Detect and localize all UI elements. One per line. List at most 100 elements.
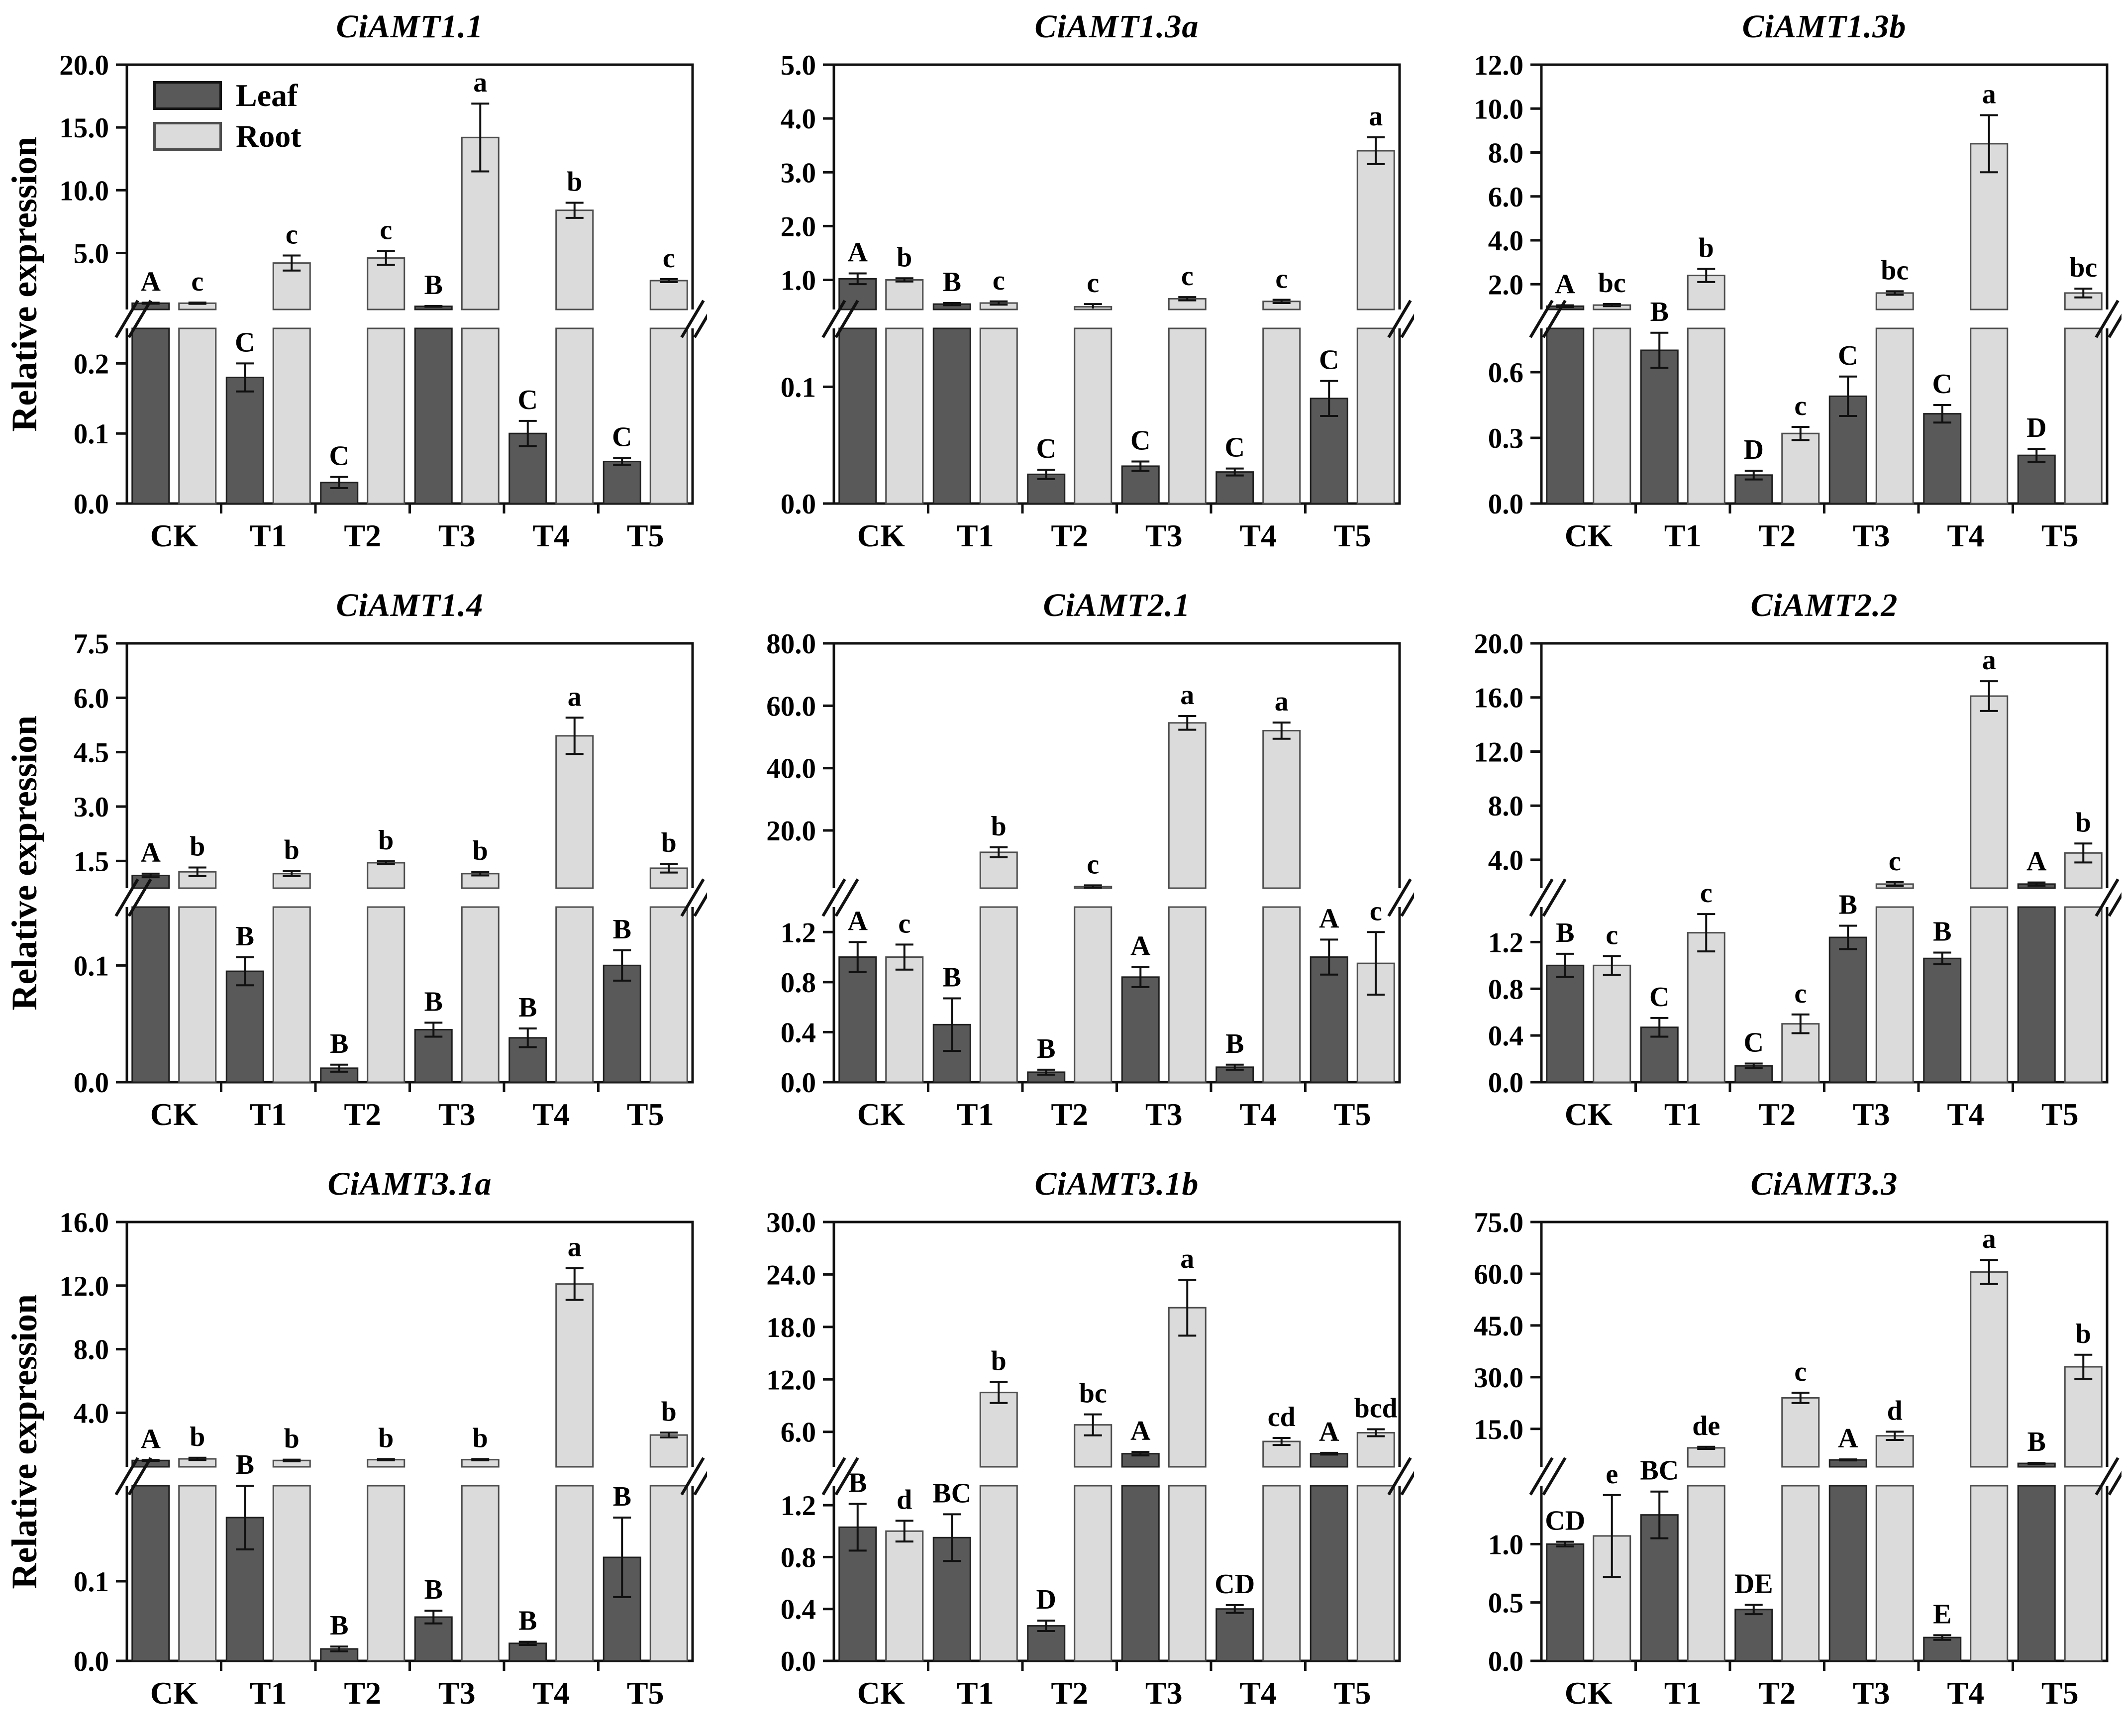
root-bar-lower-T1 bbox=[1687, 327, 1725, 505]
axis-break-slash bbox=[1400, 313, 1414, 338]
panel-ciamt3-3: CiAMT3.3 15.0 30.0 45.0 60.0 75.0 0.0 0.5 1.0 CK… bbox=[1415, 1157, 2122, 1736]
chart-canvas: 2.0 4.0 6.0 8.0 10.0 12.0 0.0 0.3 0.6 CK T1 T2 T3 T4 T… bbox=[1474, 50, 2122, 553]
chart-canvas: 1.0 2.0 3.0 4.0 5.0 0.0 0.1 CK T1 T2 T3 T4 T5 A B C C C Cb… bbox=[781, 50, 1414, 553]
root-bar-lower-T1 bbox=[979, 1485, 1018, 1662]
chart-canvas: 4.0 8.0 12.0 16.0 20.0 0.0 0.4 0.8 1.2 CK T1 T2 T3 T4… bbox=[1474, 628, 2122, 1132]
plot-box bbox=[1540, 642, 2109, 1084]
x-tick-label: T1 bbox=[250, 1097, 287, 1132]
x-tick-label: T3 bbox=[1853, 1675, 1890, 1711]
sig-letter: B bbox=[1037, 1033, 1055, 1064]
leaf-bar-CK bbox=[1546, 1543, 1585, 1662]
axis-break-band bbox=[1540, 1467, 2109, 1486]
sig-letter: B bbox=[424, 1574, 443, 1605]
x-tick-label: T5 bbox=[627, 1097, 664, 1132]
sig-letter: A bbox=[2026, 846, 2047, 877]
root-bar-upper-T3 bbox=[1875, 1435, 1914, 1468]
root-bar-upper-T2 bbox=[367, 862, 405, 889]
y-tick-label: 0.1 bbox=[781, 372, 816, 403]
y-tick-label: 10.0 bbox=[59, 175, 109, 206]
sig-letter: b bbox=[473, 1423, 488, 1453]
panel-title: CiAMT3.3 bbox=[1750, 1166, 1898, 1202]
leaf-bar-T4 bbox=[508, 1642, 547, 1662]
panel-title: CiAMT3.1b bbox=[1034, 1166, 1199, 1202]
root-bar-CK bbox=[885, 956, 924, 1083]
y-tick-label: 4.0 bbox=[1488, 845, 1523, 876]
y-tick-label: 16.0 bbox=[1474, 683, 1523, 714]
axis-break-slash bbox=[834, 878, 859, 917]
plot-box bbox=[832, 642, 1401, 1084]
x-tick-label: T1 bbox=[957, 1675, 994, 1711]
sig-letter: C bbox=[518, 385, 538, 415]
root-bar-upper-T1 bbox=[979, 1392, 1018, 1468]
x-tick-label: CK bbox=[150, 1675, 198, 1711]
sig-letter: A bbox=[848, 906, 868, 936]
leaf-bar-T1 bbox=[225, 377, 264, 505]
sig-letter: CD bbox=[1545, 1506, 1585, 1536]
root-bar-lower-T5 bbox=[2064, 1485, 2103, 1662]
sig-letter: b bbox=[2076, 1319, 2091, 1349]
panel-title: CiAMT2.1 bbox=[1043, 587, 1191, 623]
axis-break-slash bbox=[821, 300, 846, 338]
axis-break-slash bbox=[1400, 1471, 1414, 1496]
sig-letter: b bbox=[661, 1396, 677, 1427]
sig-letter: B bbox=[236, 921, 254, 952]
x-tick-label: CK bbox=[1565, 1675, 1613, 1711]
root-bar-lower-T5 bbox=[649, 906, 688, 1083]
chart-canvas: 1.5 3.0 4.5 6.0 7.5 0.0 0.1 CK T1 T2 T3 T4 T5 A B B B B Bb… bbox=[74, 628, 707, 1132]
axis-break-slash bbox=[114, 1457, 139, 1496]
x-tick-label: T1 bbox=[957, 518, 994, 553]
axis-break-band bbox=[1540, 309, 2109, 328]
sig-letter: A bbox=[1130, 931, 1151, 962]
leaf-bar-lower-T5 bbox=[1310, 1485, 1348, 1662]
y-tick-label: 4.0 bbox=[781, 103, 816, 135]
sig-letter: c bbox=[1370, 896, 1382, 926]
sig-letter: E bbox=[1933, 1599, 1951, 1630]
axis-break-slash bbox=[1529, 300, 1554, 338]
panel-title: CiAMT1.1 bbox=[336, 8, 484, 45]
x-tick-label: T5 bbox=[627, 518, 664, 553]
panel-ciamt2-2: CiAMT2.2 4.0 8.0 12.0 16.0 20.0 0.0 0.4 0.8 1.2 C… bbox=[1415, 579, 2122, 1157]
root-bar-lower-T4 bbox=[1262, 906, 1301, 1083]
axis-break-slash bbox=[1542, 300, 1567, 338]
x-tick-label: T4 bbox=[1947, 1097, 1984, 1132]
y-tick-label: 12.0 bbox=[766, 1364, 816, 1396]
legend-item-leaf: Leaf bbox=[153, 80, 302, 111]
axis-break-slash bbox=[2108, 892, 2122, 917]
sig-letter: c bbox=[380, 215, 392, 246]
axis-break-slash bbox=[2095, 878, 2120, 917]
root-bar-lower-CK bbox=[178, 1485, 217, 1662]
sig-letter: B bbox=[1556, 918, 1574, 948]
sig-letter: C bbox=[612, 421, 632, 452]
axis-break-band bbox=[1540, 888, 2109, 907]
panel-ciamt1-3b: CiAMT1.3b 2.0 4.0 6.0 8.0 10.0 12.0 0.0 0.3 0.6 C… bbox=[1415, 0, 2122, 579]
y-tick-label: 0.0 bbox=[781, 489, 816, 520]
y-tick-label: 15.0 bbox=[59, 112, 109, 144]
sig-letter: C bbox=[1838, 340, 1858, 371]
sig-letter: a bbox=[568, 681, 582, 712]
root-bar-lower-T3 bbox=[1875, 1485, 1914, 1662]
sig-letter: A bbox=[1130, 1416, 1151, 1446]
x-tick-label: CK bbox=[857, 518, 905, 553]
root-bar-upper-CK bbox=[885, 279, 924, 310]
y-tick-label: 10.0 bbox=[1474, 94, 1523, 125]
chart-canvas: 6.0 12.0 18.0 24.0 30.0 0.0 0.4 0.8 1.2 CK T1 T2 T3 T… bbox=[766, 1207, 1414, 1711]
root-bar-upper-T5 bbox=[1356, 150, 1395, 310]
y-tick-label: 20.0 bbox=[59, 50, 109, 81]
root-bar-lower-CK bbox=[178, 906, 217, 1083]
y-tick-label: 0.4 bbox=[781, 1017, 816, 1048]
root-bar-lower-T3 bbox=[1875, 327, 1914, 505]
y-tick-label: 30.0 bbox=[1474, 1362, 1523, 1394]
root-bar-lower-T4 bbox=[555, 1485, 594, 1662]
leaf-bar-lower-CK bbox=[838, 327, 877, 505]
sig-letter: a bbox=[1982, 645, 1996, 676]
root-bar-lower-T4 bbox=[1970, 1485, 2009, 1662]
x-tick-label: T2 bbox=[1758, 1675, 1796, 1711]
root-bar-lower-T5 bbox=[1356, 1485, 1395, 1662]
y-tick-label: 0.1 bbox=[74, 1566, 109, 1598]
leaf-bar-T5 bbox=[603, 964, 641, 1083]
panel-ciamt3-1b: CiAMT3.1b 6.0 12.0 18.0 24.0 30.0 0.0 0.4 0.8 1.… bbox=[707, 1157, 1415, 1736]
sig-letter: B bbox=[613, 914, 631, 945]
y-tick-label: 0.1 bbox=[74, 418, 109, 450]
leaf-bar-lower-T1 bbox=[932, 327, 971, 505]
sig-letter: A bbox=[1838, 1423, 1858, 1454]
